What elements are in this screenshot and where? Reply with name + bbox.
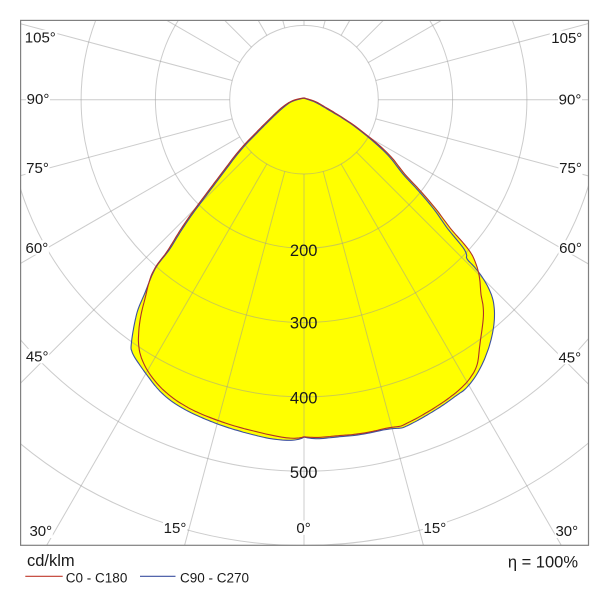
svg-text:45°: 45° — [26, 348, 49, 365]
svg-text:500: 500 — [290, 464, 318, 482]
svg-text:105°: 105° — [551, 30, 582, 47]
svg-text:30°: 30° — [29, 523, 52, 540]
svg-text:300: 300 — [290, 315, 318, 333]
svg-text:400: 400 — [290, 390, 318, 408]
svg-text:75°: 75° — [26, 160, 49, 177]
svg-text:90°: 90° — [559, 92, 582, 109]
svg-text:105°: 105° — [25, 30, 56, 47]
svg-text:C0 - C180: C0 - C180 — [66, 571, 128, 586]
svg-text:90°: 90° — [27, 91, 50, 108]
svg-text:60°: 60° — [26, 240, 49, 257]
svg-text:200: 200 — [290, 242, 318, 260]
svg-text:0°: 0° — [296, 520, 310, 537]
svg-text:30°: 30° — [555, 523, 578, 540]
svg-text:cd/klm: cd/klm — [27, 552, 75, 570]
svg-text:15°: 15° — [424, 520, 447, 537]
svg-text:15°: 15° — [164, 520, 187, 537]
svg-text:60°: 60° — [559, 240, 582, 257]
svg-text:η = 100%: η = 100% — [508, 553, 579, 571]
svg-text:45°: 45° — [558, 349, 581, 366]
svg-text:75°: 75° — [559, 160, 582, 177]
svg-text:C90 - C270: C90 - C270 — [180, 571, 249, 586]
